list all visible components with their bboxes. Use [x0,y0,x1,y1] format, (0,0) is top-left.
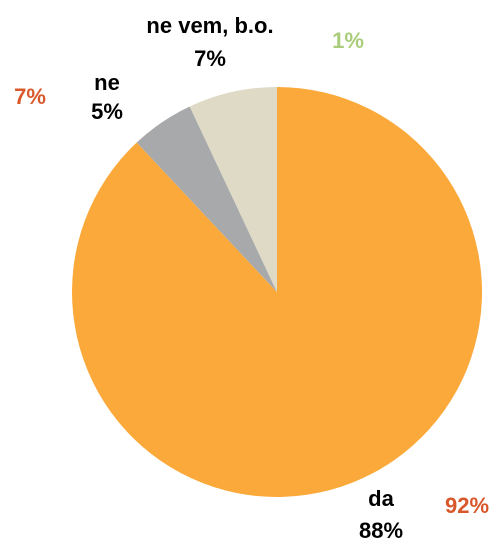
annotation: 1% [332,28,364,53]
slice-value: 7% [194,46,226,71]
annotation: 92% [445,493,489,518]
slice-value: 5% [91,99,123,124]
slice-value: 88% [359,518,403,543]
slice-label: ne vem, b.o. [146,13,273,38]
pie-slice [189,87,277,292]
slice-label: da [368,486,394,511]
pie-slice [136,106,277,292]
slice-label: ne [94,70,120,95]
annotation: 7% [14,84,46,109]
